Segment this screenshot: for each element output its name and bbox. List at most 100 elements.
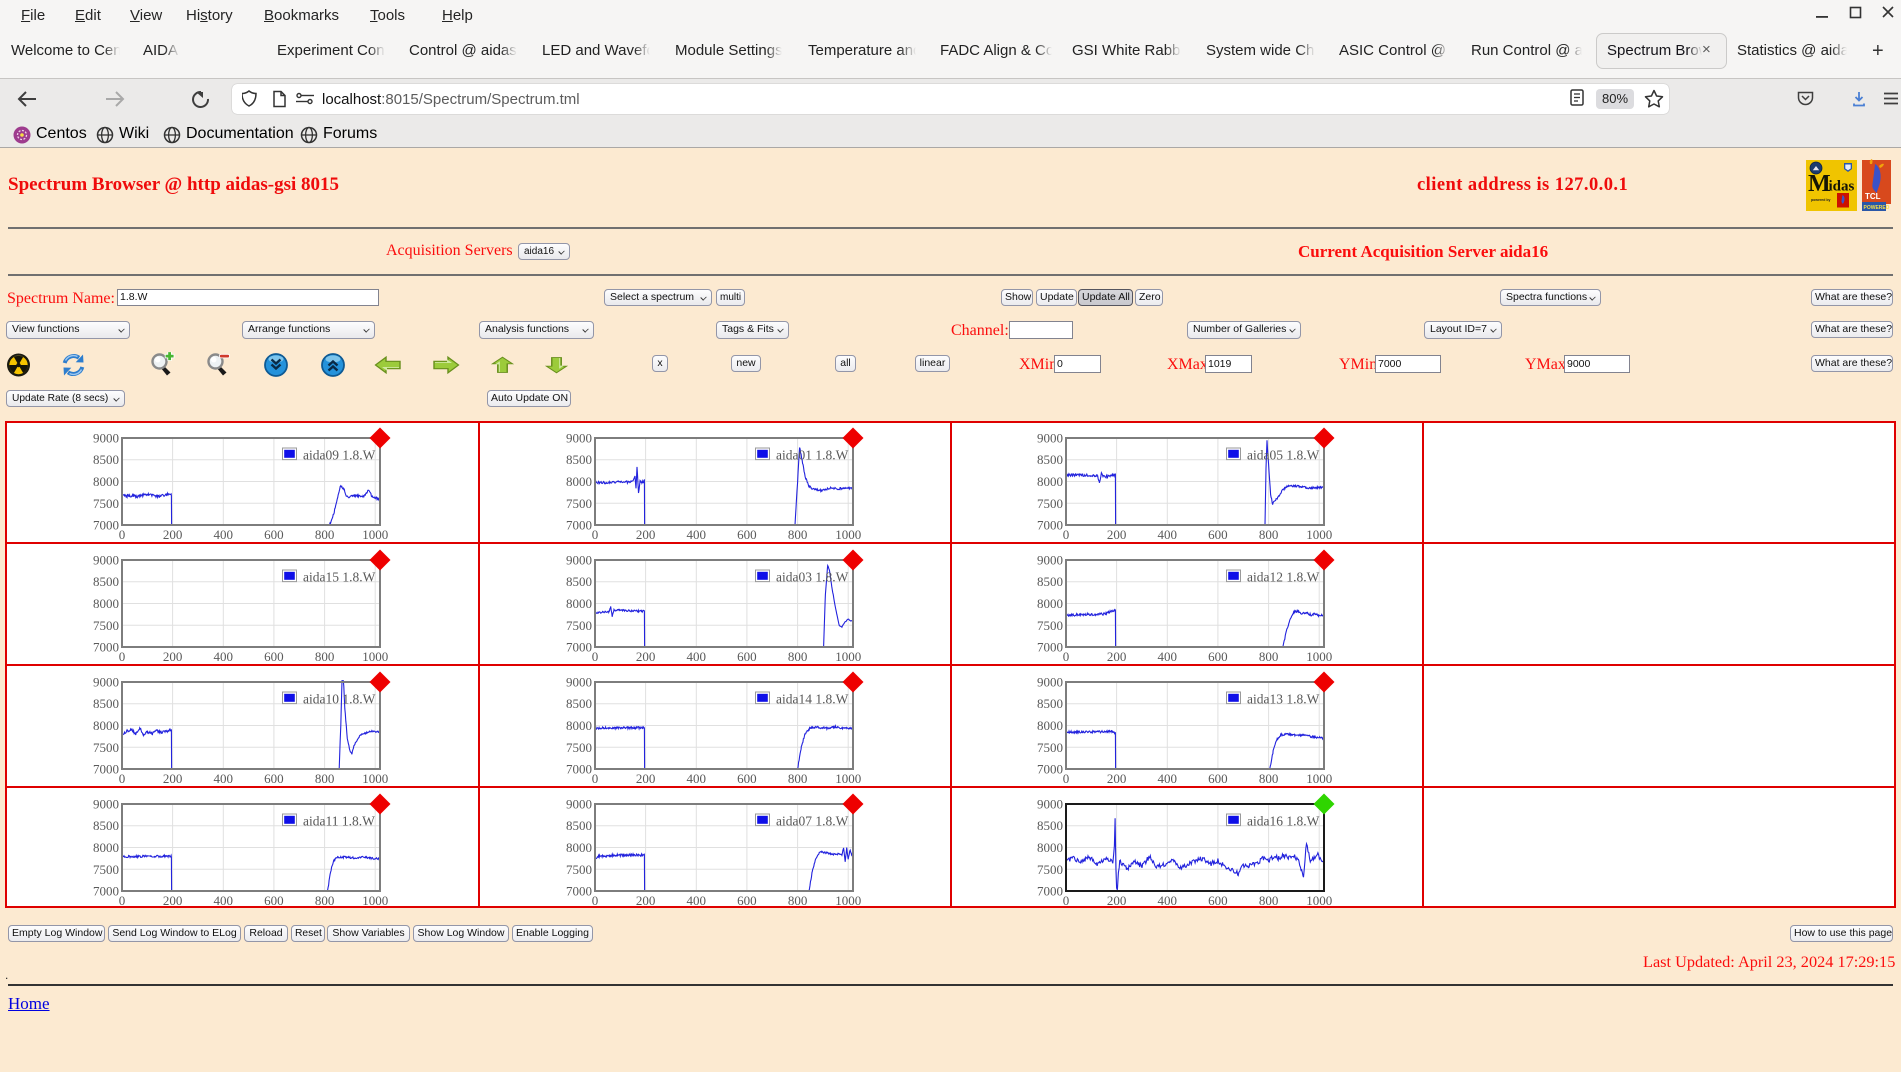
svg-text:1000: 1000 [362, 893, 388, 908]
svg-text:600: 600 [264, 771, 284, 786]
svg-text:600: 600 [264, 893, 284, 908]
svg-text:400: 400 [1158, 893, 1178, 908]
svg-text:7500: 7500 [93, 495, 119, 510]
svg-text:0: 0 [1063, 527, 1070, 542]
svg-text:8000: 8000 [566, 840, 592, 855]
svg-text:7500: 7500 [93, 617, 119, 632]
svg-text:0: 0 [592, 893, 599, 908]
svg-text:9000: 9000 [566, 430, 592, 445]
svg-text:aida01 1.8.W: aida01 1.8.W [776, 447, 849, 462]
svg-text:7000: 7000 [93, 883, 119, 898]
svg-text:9000: 9000 [566, 674, 592, 689]
svg-text:7000: 7000 [566, 517, 592, 532]
svg-text:9000: 9000 [1037, 552, 1063, 567]
svg-text:200: 200 [636, 649, 656, 664]
svg-text:1000: 1000 [835, 649, 861, 664]
svg-text:7500: 7500 [1037, 861, 1063, 876]
svg-text:8500: 8500 [566, 818, 592, 833]
svg-text:1000: 1000 [362, 771, 388, 786]
svg-text:8500: 8500 [566, 574, 592, 589]
svg-text:8000: 8000 [93, 718, 119, 733]
svg-text:400: 400 [687, 649, 707, 664]
svg-text:200: 200 [163, 771, 183, 786]
svg-text:0: 0 [119, 527, 126, 542]
svg-text:7500: 7500 [566, 739, 592, 754]
svg-text:200: 200 [1107, 527, 1127, 542]
svg-text:8500: 8500 [93, 574, 119, 589]
svg-text:0: 0 [1063, 771, 1070, 786]
svg-text:0: 0 [592, 771, 599, 786]
svg-text:0: 0 [1063, 649, 1070, 664]
svg-text:800: 800 [1259, 527, 1279, 542]
svg-text:200: 200 [1107, 771, 1127, 786]
svg-text:1000: 1000 [362, 527, 388, 542]
svg-text:aida16 1.8.W: aida16 1.8.W [1247, 813, 1320, 828]
svg-text:1000: 1000 [835, 771, 861, 786]
svg-text:8500: 8500 [566, 452, 592, 467]
svg-text:800: 800 [788, 893, 808, 908]
svg-text:TCL: TCL [1865, 192, 1881, 201]
svg-text:aida10 1.8.W: aida10 1.8.W [303, 691, 376, 706]
svg-text:POWERED: POWERED [1864, 205, 1890, 211]
svg-text:8000: 8000 [566, 596, 592, 611]
svg-text:800: 800 [788, 771, 808, 786]
svg-text:200: 200 [1107, 893, 1127, 908]
svg-text:7000: 7000 [1037, 639, 1063, 654]
svg-text:800: 800 [788, 649, 808, 664]
svg-text:0: 0 [119, 649, 126, 664]
svg-text:8500: 8500 [93, 452, 119, 467]
svg-text:aida15 1.8.W: aida15 1.8.W [303, 569, 376, 584]
svg-text:400: 400 [1158, 527, 1178, 542]
svg-text:800: 800 [315, 527, 335, 542]
svg-text:8000: 8000 [93, 596, 119, 611]
svg-text:powered by: powered by [1811, 198, 1831, 202]
svg-text:200: 200 [636, 771, 656, 786]
svg-text:8000: 8000 [93, 840, 119, 855]
svg-text:400: 400 [214, 527, 234, 542]
svg-text:aida05 1.8.W: aida05 1.8.W [1247, 447, 1320, 462]
svg-text:1000: 1000 [1306, 649, 1332, 664]
svg-text:1000: 1000 [835, 893, 861, 908]
svg-text:400: 400 [1158, 649, 1178, 664]
svg-text:600: 600 [737, 893, 757, 908]
svg-text:7000: 7000 [566, 883, 592, 898]
svg-text:0: 0 [1063, 893, 1070, 908]
svg-text:7000: 7000 [1037, 883, 1063, 898]
svg-text:7000: 7000 [1037, 517, 1063, 532]
svg-text:8500: 8500 [1037, 452, 1063, 467]
svg-text:8000: 8000 [1037, 840, 1063, 855]
svg-text:7000: 7000 [566, 761, 592, 776]
svg-text:600: 600 [737, 771, 757, 786]
svg-text:9000: 9000 [93, 796, 119, 811]
svg-text:aida11 1.8.W: aida11 1.8.W [303, 813, 375, 828]
svg-text:200: 200 [636, 893, 656, 908]
svg-text:400: 400 [687, 893, 707, 908]
svg-text:0: 0 [592, 649, 599, 664]
svg-text:0: 0 [592, 527, 599, 542]
svg-text:9000: 9000 [93, 430, 119, 445]
svg-text:7500: 7500 [1037, 495, 1063, 510]
svg-text:8500: 8500 [1037, 818, 1063, 833]
svg-text:600: 600 [1208, 527, 1228, 542]
svg-text:7000: 7000 [1037, 761, 1063, 776]
svg-text:800: 800 [315, 649, 335, 664]
svg-text:7500: 7500 [566, 617, 592, 632]
svg-text:800: 800 [1259, 771, 1279, 786]
svg-text:200: 200 [163, 527, 183, 542]
svg-text:400: 400 [214, 771, 234, 786]
svg-text:aida13 1.8.W: aida13 1.8.W [1247, 691, 1320, 706]
svg-text:7500: 7500 [93, 861, 119, 876]
svg-text:8000: 8000 [93, 474, 119, 489]
svg-text:400: 400 [687, 527, 707, 542]
svg-text:600: 600 [264, 527, 284, 542]
svg-text:8500: 8500 [1037, 696, 1063, 711]
svg-text:1000: 1000 [362, 649, 388, 664]
svg-text:9000: 9000 [1037, 430, 1063, 445]
svg-text:600: 600 [737, 649, 757, 664]
svg-text:7500: 7500 [1037, 739, 1063, 754]
svg-text:8500: 8500 [1037, 574, 1063, 589]
svg-text:aida09 1.8.W: aida09 1.8.W [303, 447, 376, 462]
svg-text:800: 800 [1259, 893, 1279, 908]
svg-text:800: 800 [1259, 649, 1279, 664]
svg-text:200: 200 [1107, 649, 1127, 664]
